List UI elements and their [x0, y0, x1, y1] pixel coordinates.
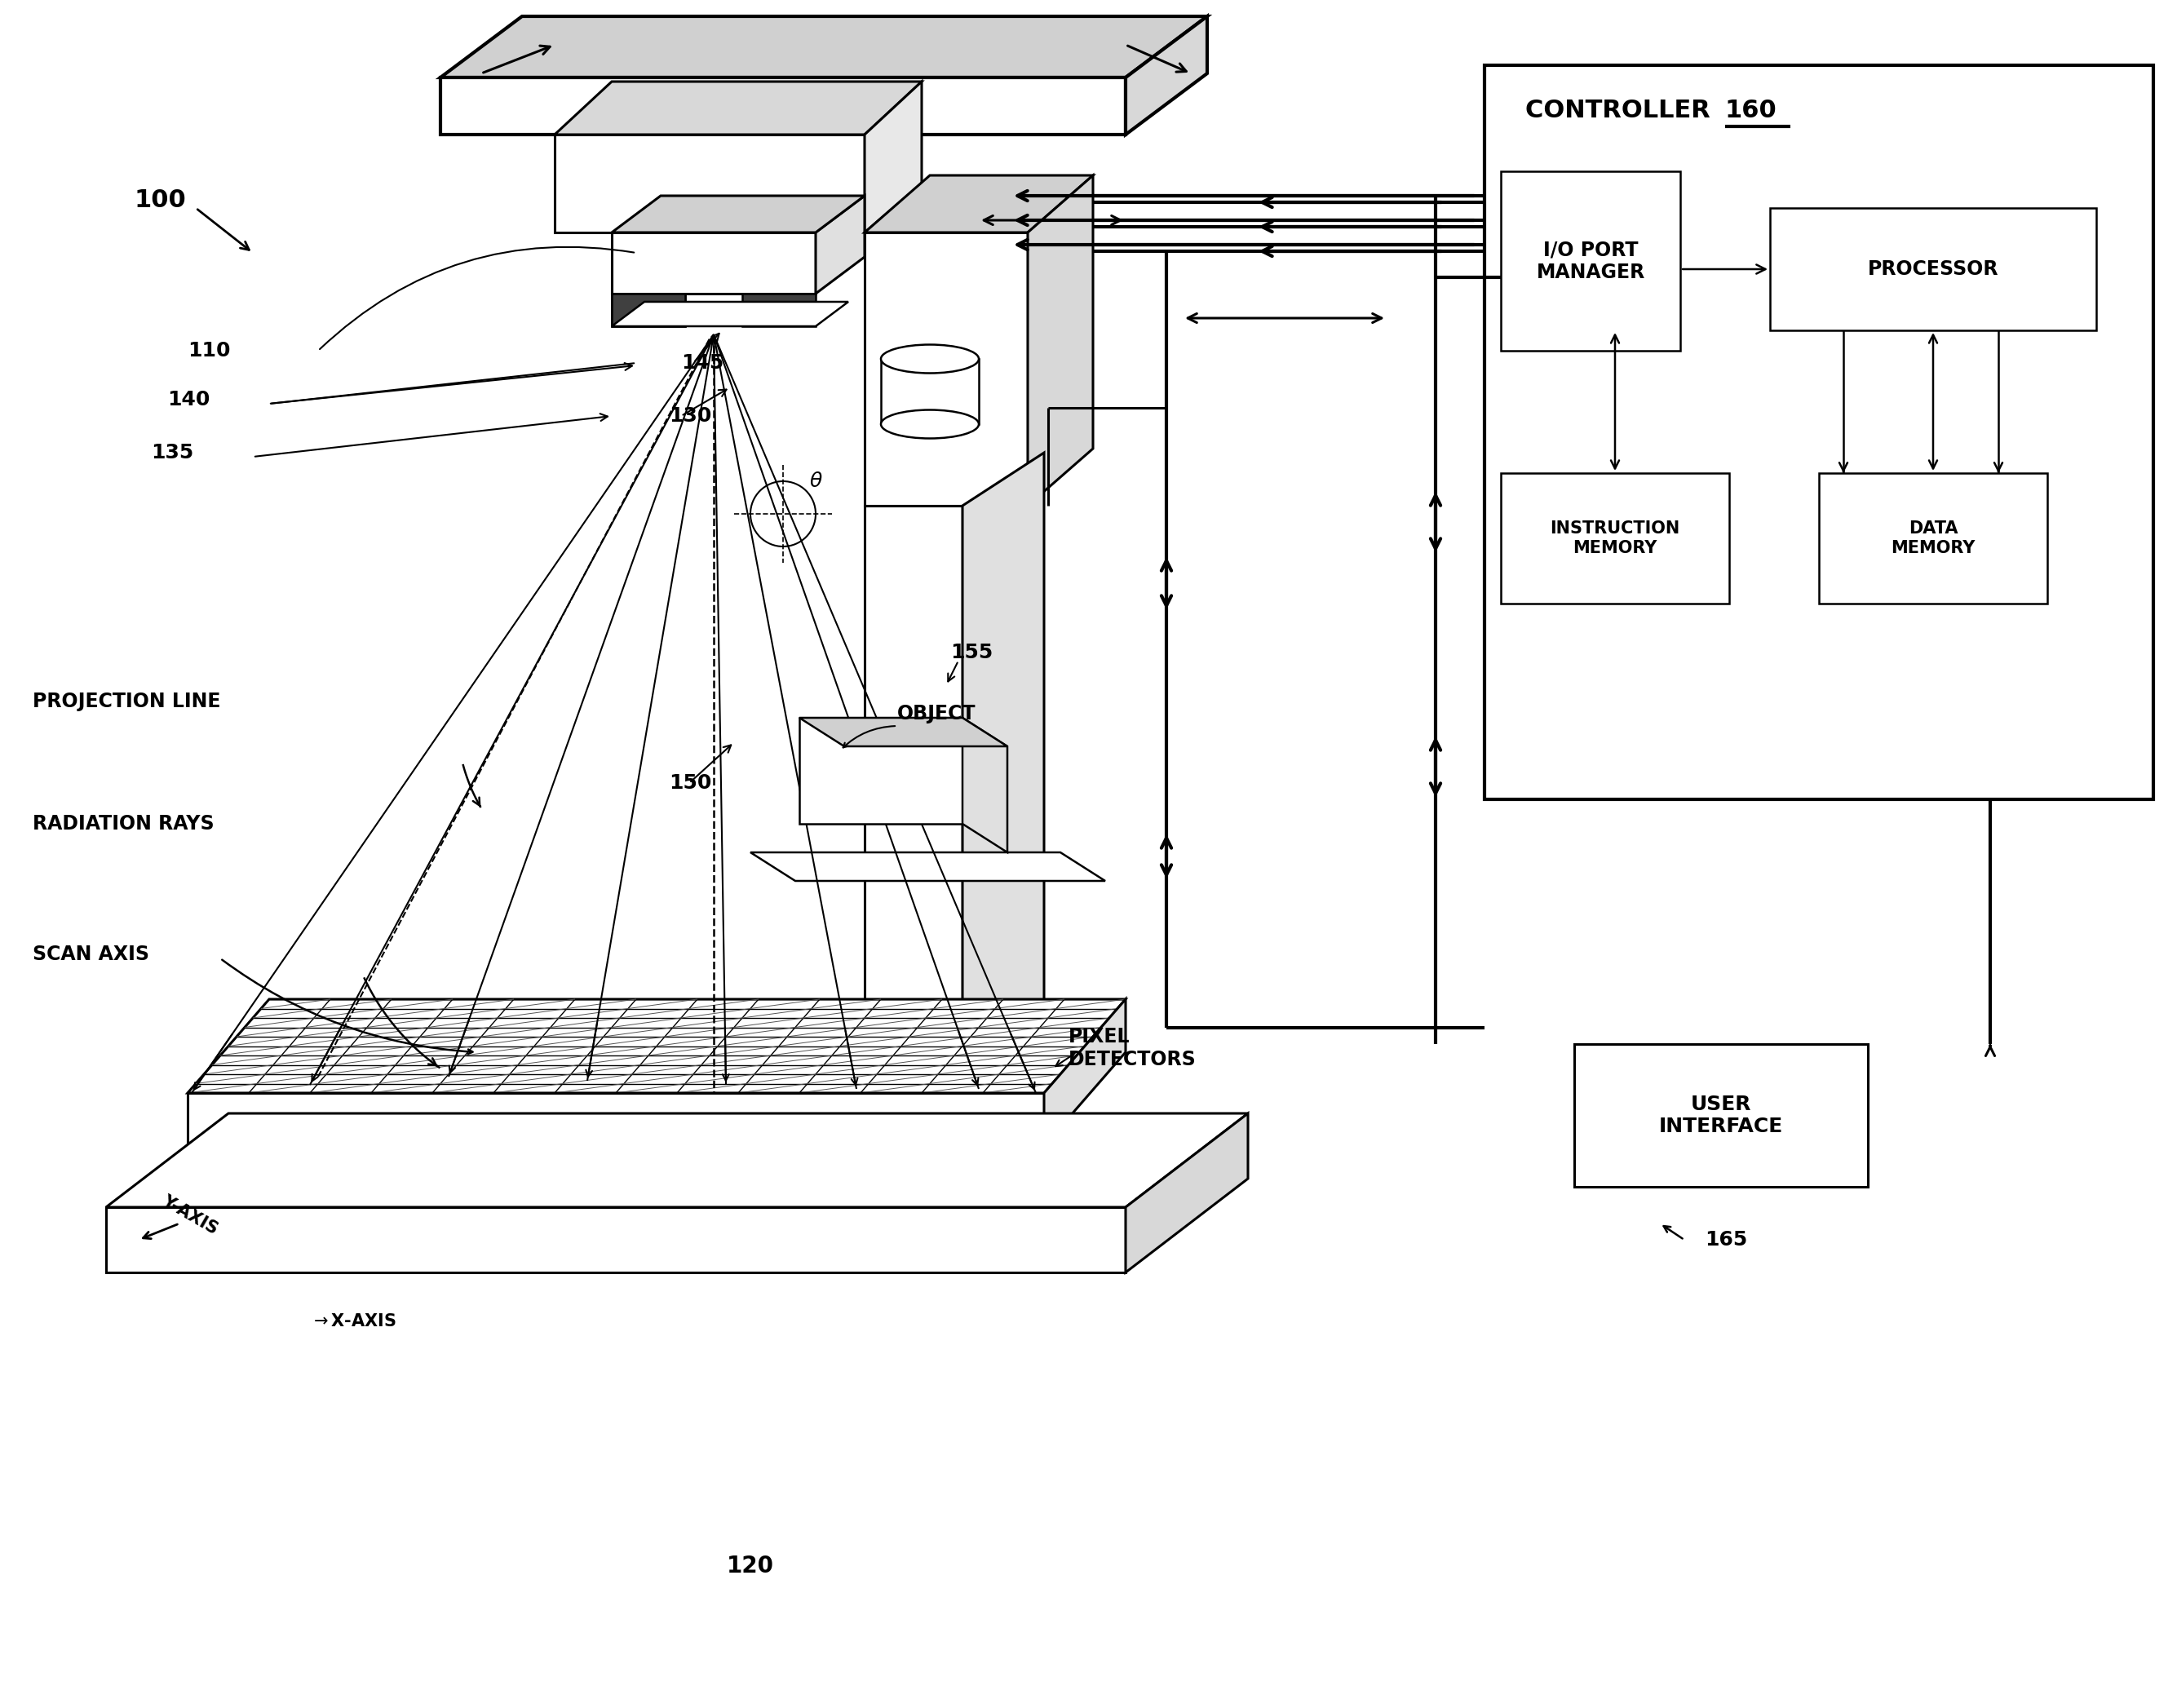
Text: OBJECT: OBJECT: [897, 704, 975, 724]
Bar: [1820, 473, 2046, 603]
Polygon shape: [612, 302, 849, 326]
Polygon shape: [107, 1208, 1126, 1272]
Polygon shape: [555, 82, 921, 135]
Polygon shape: [799, 717, 1008, 746]
Polygon shape: [1045, 999, 1126, 1146]
Text: 165: 165: [1705, 1230, 1748, 1250]
Polygon shape: [864, 176, 1093, 232]
Polygon shape: [187, 1093, 1045, 1146]
Polygon shape: [1126, 1114, 1247, 1272]
Polygon shape: [612, 294, 686, 326]
Text: 130: 130: [668, 407, 712, 425]
Polygon shape: [864, 506, 962, 1208]
Ellipse shape: [882, 345, 980, 372]
Polygon shape: [962, 453, 1045, 1208]
Polygon shape: [864, 232, 1028, 506]
Text: 145: 145: [681, 354, 723, 372]
Polygon shape: [440, 17, 1208, 77]
Bar: [1485, 65, 2153, 799]
Polygon shape: [107, 1114, 1247, 1208]
Text: 135: 135: [150, 442, 194, 463]
Bar: [1770, 208, 2096, 330]
Text: $\theta$: $\theta$: [810, 471, 823, 490]
Bar: [1500, 171, 1681, 350]
Text: 100: 100: [135, 188, 187, 212]
Text: USER
INTERFACE: USER INTERFACE: [1659, 1095, 1783, 1136]
Text: PIXEL
DETECTORS: PIXEL DETECTORS: [1069, 1027, 1197, 1069]
Bar: [882, 359, 980, 424]
Text: RADIATION RAYS: RADIATION RAYS: [33, 815, 213, 834]
Bar: [1500, 473, 1729, 603]
Text: $\rightarrow$X-AXIS: $\rightarrow$X-AXIS: [309, 1313, 396, 1329]
Bar: [1574, 1044, 1868, 1187]
Text: I/O PORT
MANAGER: I/O PORT MANAGER: [1537, 239, 1646, 282]
Text: 150: 150: [668, 774, 712, 793]
Polygon shape: [440, 77, 1126, 135]
Polygon shape: [187, 999, 1126, 1093]
Polygon shape: [742, 294, 816, 326]
Text: 155: 155: [949, 642, 993, 663]
Polygon shape: [1126, 17, 1208, 135]
Ellipse shape: [882, 410, 980, 439]
Text: INSTRUCTION
MEMORY: INSTRUCTION MEMORY: [1550, 521, 1681, 557]
Text: SCAN AXIS: SCAN AXIS: [33, 945, 150, 963]
Polygon shape: [816, 196, 864, 294]
Polygon shape: [1028, 176, 1093, 506]
Polygon shape: [751, 852, 1106, 881]
Text: Y-AXIS: Y-AXIS: [159, 1192, 220, 1238]
Text: CONTROLLER: CONTROLLER: [1526, 99, 1720, 121]
Text: 140: 140: [168, 389, 209, 410]
Text: 110: 110: [187, 342, 231, 360]
Polygon shape: [864, 82, 921, 232]
Text: 160: 160: [1724, 99, 1776, 121]
Polygon shape: [555, 135, 864, 232]
Polygon shape: [799, 717, 962, 823]
Text: 120: 120: [727, 1554, 775, 1578]
Text: PROJECTION LINE: PROJECTION LINE: [33, 692, 220, 711]
Polygon shape: [612, 294, 686, 326]
Text: PROCESSOR: PROCESSOR: [1868, 260, 1998, 278]
Polygon shape: [962, 717, 1008, 852]
Text: DATA
MEMORY: DATA MEMORY: [1892, 521, 1975, 557]
Polygon shape: [612, 196, 864, 232]
Polygon shape: [612, 232, 816, 294]
